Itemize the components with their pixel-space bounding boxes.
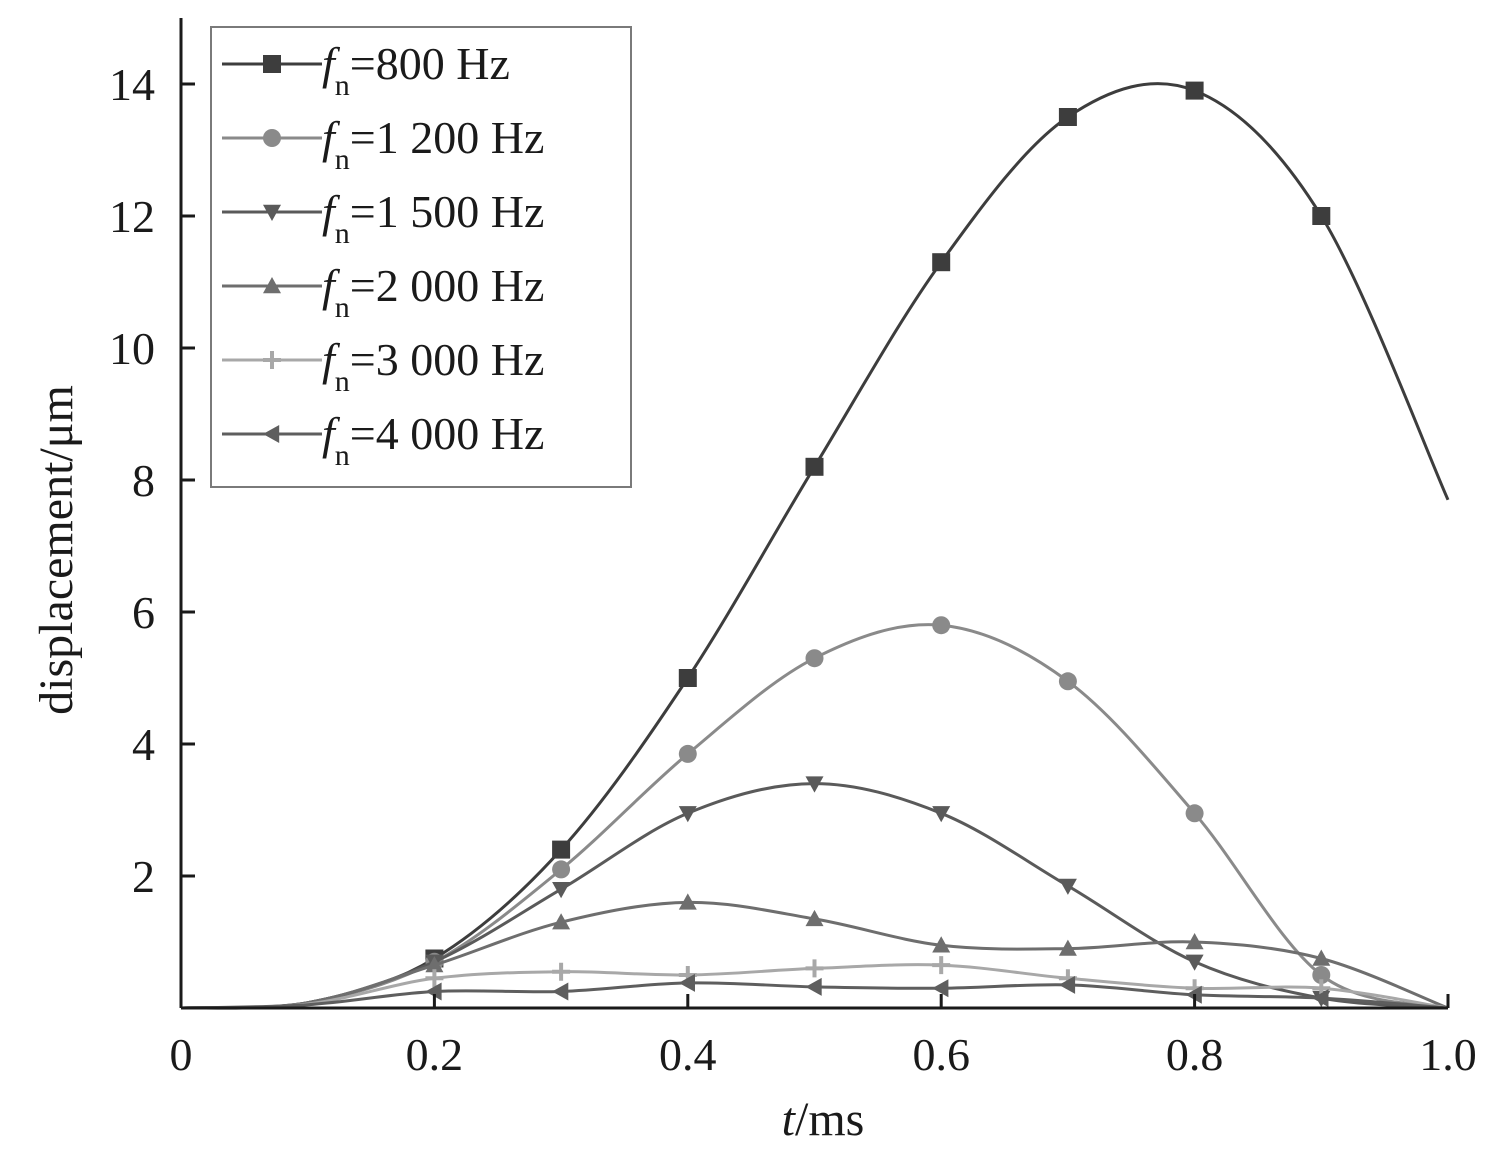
- legend-label-subscript: n: [335, 291, 350, 324]
- x-tick-label: 0.4: [659, 1029, 717, 1080]
- legend-marker: [263, 277, 281, 294]
- legend-label-subscript: n: [335, 439, 350, 472]
- data-point: [805, 457, 824, 476]
- data-point: [805, 649, 824, 668]
- ticks-layer: 0 0.2 0.4 0.6 0.8 1.0 2 4 6 8 10 12 14: [109, 59, 1477, 1080]
- data-point: [1058, 108, 1077, 126]
- data-point: [678, 806, 697, 823]
- legend-marker: [263, 204, 281, 221]
- legend-label: fn=1 200 Hz: [322, 112, 544, 176]
- y-tick-label: 8: [132, 455, 155, 506]
- data-point: [1312, 949, 1331, 966]
- legend-label: fn=1 500 Hz: [322, 186, 544, 250]
- legend-label: fn=4 000 Hz: [322, 408, 544, 472]
- legend-label-value: =800 Hz: [350, 38, 510, 89]
- legend-marker: [263, 129, 281, 147]
- series-6: [180, 973, 1449, 1010]
- legend-entry-1: fn=800 Hz: [222, 38, 510, 102]
- data-point: [932, 979, 949, 998]
- axes-layer: [179, 18, 1448, 1010]
- legend-label-value: =2 000 Hz: [350, 260, 545, 311]
- legend-label: fn=3 000 Hz: [322, 334, 544, 398]
- data-point: [552, 840, 571, 859]
- y-tick-label: 12: [109, 191, 155, 242]
- y-tick-label: 6: [132, 587, 155, 638]
- data-point: [678, 669, 697, 687]
- x-axis-label: t/ms: [782, 1093, 865, 1146]
- series-line: [180, 623, 1449, 1010]
- legend-entry-5: fn=3 000 Hz: [222, 334, 544, 398]
- legend-label-subscript: n: [335, 365, 350, 398]
- data-point: [932, 936, 951, 953]
- data-point: [1058, 939, 1077, 956]
- y-tick-label: 10: [109, 323, 155, 374]
- data-point: [805, 909, 824, 927]
- legend-label-value: =3 000 Hz: [350, 334, 545, 385]
- data-point: [1185, 933, 1204, 950]
- legend-entry-3: fn=1 500 Hz: [222, 186, 544, 250]
- legend-label-value: =4 000 Hz: [350, 408, 545, 459]
- legend-label-subscript: n: [335, 217, 350, 250]
- legend-label-subscript: n: [335, 143, 350, 176]
- data-point: [805, 959, 824, 978]
- legend-label: fn=2 000 Hz: [322, 260, 544, 324]
- y-tick-label: 2: [132, 851, 155, 902]
- y-tick-label: 4: [132, 719, 155, 770]
- data-point: [805, 977, 822, 996]
- legend-box: [210, 26, 632, 488]
- x-tick-label: 0.2: [406, 1029, 464, 1080]
- legend-marker: [263, 425, 280, 443]
- data-point: [552, 982, 569, 1001]
- x-tick-label: 0.8: [1166, 1029, 1224, 1080]
- data-point: [552, 962, 571, 981]
- legend-entry-4: fn=2 000 Hz: [222, 260, 544, 324]
- data-point: [932, 806, 951, 823]
- data-point: [552, 882, 571, 899]
- data-point: [1058, 672, 1077, 691]
- data-point: [1185, 804, 1204, 823]
- data-point: [425, 982, 442, 1001]
- data-point: [932, 253, 951, 272]
- series-4: [180, 893, 1449, 1010]
- data-point: [932, 616, 951, 635]
- legend-entry-2: fn=1 200 Hz: [222, 112, 544, 176]
- legend-marker: [263, 55, 281, 73]
- x-tick-label: 0: [170, 1029, 193, 1080]
- x-axis-label-variable: t: [782, 1093, 797, 1146]
- legend-label-subscript: n: [335, 69, 350, 102]
- data-point: [1058, 878, 1077, 895]
- data-point: [678, 744, 697, 763]
- data-point: [552, 860, 571, 879]
- data-point: [678, 893, 697, 910]
- legend-label-value: =1 500 Hz: [350, 186, 545, 237]
- x-tick-label: 0.6: [912, 1029, 970, 1080]
- data-point: [1185, 954, 1204, 971]
- data-point: [425, 969, 444, 988]
- legend: fn=800 Hz fn=1 200 Hz fn=1 500 Hz fn=2 000 …: [210, 26, 632, 488]
- data-point: [1312, 989, 1329, 1008]
- data-point: [1312, 966, 1331, 984]
- legend-entry-6: fn=4 000 Hz: [222, 408, 544, 472]
- legend-label: fn=800 Hz: [322, 38, 510, 102]
- data-point: [678, 973, 695, 992]
- data-point: [805, 776, 824, 793]
- data-point: [1185, 81, 1204, 100]
- data-point: [1312, 207, 1331, 225]
- data-point: [425, 956, 444, 973]
- data-point: [552, 913, 571, 930]
- series-2: [180, 616, 1449, 1010]
- legend-label-value: =1 200 Hz: [350, 112, 545, 163]
- legend-marker: [263, 351, 281, 369]
- data-point: [1058, 975, 1076, 994]
- y-tick-label: 14: [109, 59, 155, 110]
- x-axis-label-unit: /ms: [795, 1093, 864, 1146]
- x-tick-label: 1.0: [1419, 1029, 1477, 1080]
- series-layer: [180, 81, 1450, 1010]
- data-point: [932, 956, 951, 975]
- y-axis-label: displacement/μm: [30, 385, 83, 715]
